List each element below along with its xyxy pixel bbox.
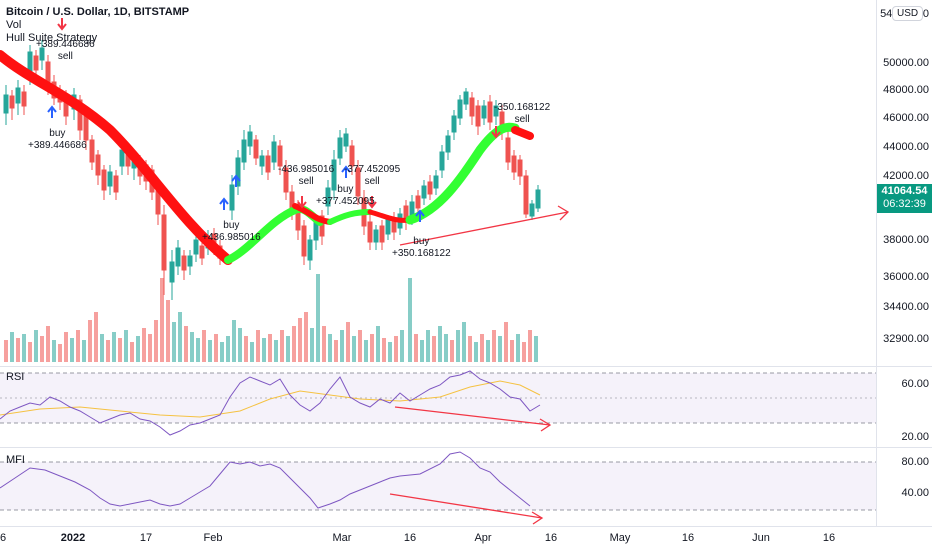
sell3-annotation: -377.452095 sell bbox=[344, 164, 400, 188]
time-label-may: May bbox=[609, 532, 631, 544]
hull-indicator-label[interactable]: Hull Suite Strategy bbox=[6, 32, 98, 44]
rsi-svg bbox=[0, 370, 876, 436]
rsi-divergence-arrow bbox=[394, 406, 552, 432]
last-price-label: 41064.54 06:32:39 bbox=[877, 184, 932, 213]
buy1-value: +389.446686 bbox=[28, 140, 87, 151]
price-tick-42000: 42000.00 bbox=[883, 170, 929, 182]
mfi-tick-40: 40.00 bbox=[901, 487, 929, 499]
time-label-apr: Apr bbox=[474, 532, 492, 544]
buy4-label: buy bbox=[413, 236, 430, 247]
buy4-annotation: buy +350.168122 bbox=[392, 236, 451, 260]
vol-indicator-label[interactable]: Vol bbox=[6, 19, 22, 31]
sell3-label: sell bbox=[364, 176, 380, 187]
time-label-mar: Mar bbox=[332, 532, 352, 544]
sell4-label: sell bbox=[514, 114, 530, 125]
rsi-pane[interactable]: RSI bbox=[0, 367, 876, 447]
chart-legend: Bitcoin / U.S. Dollar, 1D, BITSTAMP Vol … bbox=[6, 6, 189, 45]
price-scale[interactable]: 54 000.00 50000.00 48000.00 46000.00 440… bbox=[876, 0, 932, 526]
buy1-annotation: buy +389.446686 bbox=[28, 128, 87, 152]
price-tick-38000: 38000.00 bbox=[883, 234, 929, 246]
price-tick-44000: 44000.00 bbox=[883, 141, 929, 153]
pane-separator[interactable] bbox=[0, 366, 932, 367]
sell2-value: -436.985016 bbox=[278, 164, 335, 175]
time-label-16-may: 16 bbox=[681, 532, 695, 544]
last-price-value: 41064.54 bbox=[881, 185, 928, 197]
buy3-annotation: buy +377.452095 bbox=[316, 184, 375, 208]
currency-button[interactable]: USD bbox=[892, 6, 924, 21]
price-tick-50000: 50000.00 bbox=[883, 57, 929, 69]
time-label-16-mar: 16 bbox=[403, 532, 417, 544]
buy4-value: +350.168122 bbox=[392, 248, 451, 259]
volume-bars bbox=[4, 274, 538, 362]
buy1-label: buy bbox=[49, 128, 66, 139]
sell2-label: sell bbox=[298, 176, 314, 187]
buy3-value: +377.452095 bbox=[316, 196, 375, 207]
price-tick-46000: 46000.00 bbox=[883, 112, 929, 124]
sell2-annotation: -436.985016 sell bbox=[278, 164, 334, 188]
mfi-tick-80: 80.00 bbox=[901, 456, 929, 468]
time-label-16-jun: 16 bbox=[822, 532, 836, 544]
rsi-tick-20: 20.00 bbox=[901, 431, 929, 443]
buy3-label: buy bbox=[337, 184, 354, 195]
sell4-value: -350.168122 bbox=[494, 102, 551, 113]
hull-suite-ribbon bbox=[0, 50, 534, 265]
sell1-value: +389.446686 bbox=[36, 39, 95, 50]
mfi-line bbox=[0, 451, 531, 509]
time-label-feb: Feb bbox=[203, 532, 223, 544]
buy2-value: +436.985016 bbox=[202, 232, 261, 243]
sell1-annotation: +389.446686 sell bbox=[36, 39, 95, 63]
trend-arrow-price bbox=[399, 205, 570, 246]
candles bbox=[3, 40, 541, 300]
time-axis[interactable]: 6 2022 17 Feb Mar 16 Apr 16 May 16 Jun 1… bbox=[0, 526, 932, 551]
mfi-band bbox=[0, 462, 876, 510]
rsi-tick-60: 60.00 bbox=[901, 378, 929, 390]
rsi-line bbox=[0, 370, 541, 436]
mfi-pane[interactable]: MFI bbox=[0, 448, 876, 526]
price-chart-svg[interactable] bbox=[0, 0, 876, 366]
rsi-label[interactable]: RSI bbox=[6, 371, 25, 383]
symbol-title[interactable]: Bitcoin / U.S. Dollar, 1D, BITSTAMP bbox=[6, 6, 190, 18]
time-label-6: 6 bbox=[0, 532, 7, 544]
buy2-annotation: buy +436.985016 bbox=[202, 220, 261, 244]
time-label-17: 17 bbox=[139, 532, 153, 544]
mfi-svg bbox=[0, 451, 876, 525]
pane-separator-2[interactable] bbox=[0, 447, 932, 448]
buy2-label: buy bbox=[223, 220, 240, 231]
time-label-2022: 2022 bbox=[60, 532, 86, 544]
bar-countdown: 06:32:39 bbox=[883, 198, 926, 210]
time-label-16-apr: 16 bbox=[544, 532, 558, 544]
sell3-value: -377.452095 bbox=[344, 164, 401, 175]
rsi-ma-line bbox=[0, 380, 541, 418]
price-chart-pane[interactable]: Bitcoin / U.S. Dollar, 1D, BITSTAMP Vol … bbox=[0, 0, 876, 366]
sell4-annotation: -350.168122 sell bbox=[494, 102, 550, 126]
price-tick-34400: 34400.00 bbox=[883, 301, 929, 313]
mfi-divergence-arrow bbox=[389, 493, 544, 525]
price-tick-36000: 36000.00 bbox=[883, 271, 929, 283]
mfi-label[interactable]: MFI bbox=[6, 454, 25, 466]
trade-markers bbox=[47, 18, 501, 222]
time-label-jun: Jun bbox=[752, 532, 770, 544]
price-tick-32900: 32900.00 bbox=[883, 333, 929, 345]
sell1-label: sell bbox=[57, 51, 73, 62]
price-tick-48000: 48000.00 bbox=[883, 84, 929, 96]
